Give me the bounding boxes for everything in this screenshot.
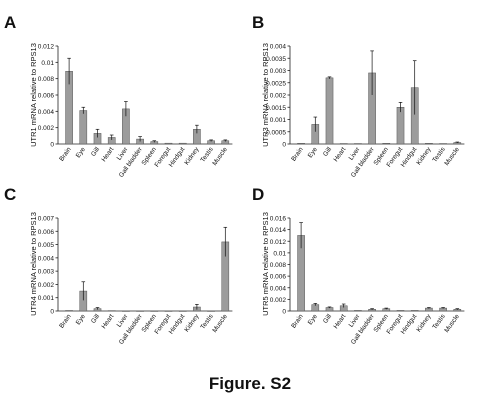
panel-a-y-tick-label: 0.008 (38, 76, 55, 83)
panel-d-y-tick-label: 0.01 (273, 250, 286, 257)
panel-d-x-tick-label: Brain (290, 313, 305, 330)
panel-c-x-tick-label: Brain (58, 313, 73, 330)
panel-d-x-tick-label: Muscle (443, 313, 461, 334)
panel-d-y-axis-label: UTR5 mRNA relative to RPS13 (261, 212, 270, 316)
panel-b-x-tick-label: Gill (322, 146, 333, 158)
panel-c-y-tick-label: 0.005 (38, 242, 55, 249)
panel-a-x-tick-label: Heart (100, 146, 115, 163)
panel-a-x-tick-label: Eye (75, 146, 87, 160)
panel-a-x-tick-label: Muscle (211, 146, 229, 167)
panel-d-y-tick-label: 0 (282, 309, 286, 316)
panel-c-letter: C (4, 185, 16, 204)
panel-b-y-tick-label: 0.0025 (266, 80, 286, 87)
panel-a-bar-foregut (164, 142, 173, 145)
panel-b-bar-heart (339, 143, 348, 145)
panel-a-letter: A (4, 13, 16, 32)
panel-d-y-tick-label: 0.006 (270, 274, 287, 281)
panel-d-x-tick-label: Eye (307, 313, 319, 327)
panel-c-bar-spleen (150, 310, 159, 312)
panel-b-y-tick-label: 0.002 (270, 93, 287, 100)
panel-a-x-tick-label: Gill (90, 146, 101, 158)
panel-d-bar-foregut (396, 310, 405, 312)
panel-b-y-tick-label: 0.0015 (266, 105, 286, 112)
panel-d-y-tick-label: 0.012 (270, 239, 287, 246)
panel-b-bar-gill (325, 77, 334, 145)
panel-c-x-tick-label: Gill (90, 313, 101, 325)
panel-b-y-axis-label: UTR3 mRNA relative to RPS13 (261, 43, 270, 147)
panel-b-x-tick-label: Kidney (415, 146, 433, 167)
panel-d-bar-hindgut (410, 310, 419, 312)
panel-b-bar-liver (354, 143, 362, 145)
panel-b-bar-kidney (425, 143, 433, 145)
figure-caption: Figure. S2 (208, 374, 292, 393)
panel-c-bar-brain (65, 310, 73, 312)
panel-c-x-tick-label: Kidney (183, 313, 201, 334)
panel-a-x-tick-label: Kidney (183, 146, 201, 167)
panel-b-bar-spleen (382, 143, 391, 145)
panel-b-y-tick-label: 0.004 (270, 44, 287, 51)
panel-c-y-tick-label: 0.004 (38, 255, 55, 262)
panel-b-x-tick-label: Eye (307, 146, 319, 160)
panel-c-y-tick-label: 0.003 (38, 269, 55, 276)
panel-c-x-tick-label: Muscle (211, 313, 229, 334)
panel-a-y-tick-label: 0.01 (41, 60, 54, 67)
panel-b-y-tick-label: 0.0005 (266, 129, 286, 136)
panel-b-y-tick-label: 0.0035 (266, 56, 286, 63)
panel-c-y-tick-label: 0.007 (38, 216, 55, 223)
panel-b-y-tick-label: 0 (282, 142, 286, 149)
panel-d-x-tick-label: Heart (332, 313, 347, 330)
panel-c-bar-testis (207, 310, 215, 312)
panel-a-x-tick-label: Brain (58, 146, 73, 163)
panel-b-letter: B (252, 13, 264, 32)
panel-a-bar-hindgut (178, 142, 187, 145)
panel-c-y-tick-label: 0.006 (38, 229, 55, 236)
panel-b-bar-foregut (396, 107, 405, 145)
panel-d-y-tick-label: 0.004 (270, 285, 287, 292)
panel-c-bar-heart (107, 310, 116, 312)
panel-a-y-tick-label: 0 (50, 142, 54, 149)
panel-b-bar-brain (297, 143, 305, 145)
panel-b-y-tick-label: 0.003 (270, 68, 287, 75)
panel-b-x-tick-label: Heart (332, 146, 347, 163)
panel-d-y-tick-label: 0.016 (270, 216, 287, 223)
panel-b-bar-testis (439, 143, 447, 145)
panel-d-x-tick-label: Gill (322, 313, 333, 325)
panel-c-y-tick-label: 0.001 (38, 295, 55, 302)
panel-c-y-axis-label: UTR4 mRNA relative to RPS13 (29, 212, 38, 316)
panel-d-y-tick-label: 0.002 (270, 297, 287, 304)
panel-d-y-tick-label: 0.014 (270, 227, 287, 234)
panel-d-bar-liver (354, 310, 362, 312)
panel-c-x-tick-label: Heart (100, 313, 115, 330)
panel-a-y-tick-label: 0.012 (38, 44, 55, 51)
panel-a-y-axis-label: UTR1 mRNA relative to RPS13 (29, 43, 38, 147)
panel-a-bar-eye (79, 110, 88, 145)
panel-b-y-tick-label: 0.001 (270, 117, 287, 124)
panel-d-letter: D (252, 185, 264, 204)
panel-b-x-tick-label: Brain (290, 146, 305, 163)
panel-c-bar-hindgut (178, 310, 187, 312)
panel-c-bar-gall-bladder (136, 310, 144, 312)
panel-c-bar-liver (122, 310, 130, 312)
panel-a-y-tick-label: 0.006 (38, 93, 55, 100)
panel-a-y-tick-label: 0.002 (38, 125, 55, 132)
panel-b-x-tick-label: Muscle (443, 146, 461, 167)
panel-a-y-tick-label: 0.004 (38, 109, 55, 116)
panel-c-y-tick-label: 0.002 (38, 282, 55, 289)
panel-c-bar-foregut (164, 310, 173, 312)
panel-d-y-tick-label: 0.008 (270, 262, 287, 269)
panel-d-x-tick-label: Kidney (415, 313, 433, 334)
panel-c-x-tick-label: Eye (75, 313, 87, 327)
panel-c-y-tick-label: 0 (50, 309, 54, 316)
